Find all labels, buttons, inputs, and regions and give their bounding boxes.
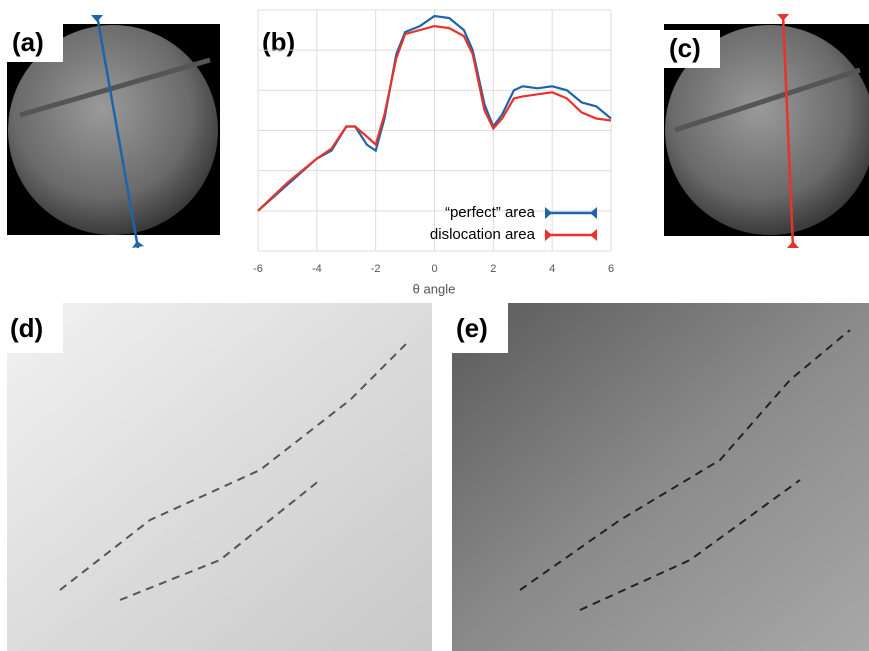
panel-label: (e) [456,313,488,343]
panel-label: (a) [12,27,44,57]
x-tick-label: 6 [608,263,614,275]
micrograph [452,303,869,651]
x-tick-label: -6 [253,263,263,275]
x-tick-label: -4 [312,263,322,275]
profile-chart: -6 -4 -2 0 2 4 6 “perfect” area dislocation area [253,10,614,275]
x-tick-label: 2 [490,263,496,275]
micrograph [7,303,432,651]
x-axis-label: θ angle [413,281,456,296]
figure: (a) (c) (d) (e) (b) -6 -4 -2 0 2 4 6 “perfect” … [0,0,869,651]
x-tick-label: 4 [549,263,555,275]
x-tick-label: 0 [431,263,437,275]
legend-label: “perfect” area [445,204,536,221]
panel-label: (c) [669,33,701,63]
panel-label: (d) [10,313,43,343]
panel-label: (b) [262,27,295,57]
page: (a) (c) (d) (e) (b) -6 -4 -2 0 2 4 6 “perfect” … [0,0,869,651]
legend-label: dislocation area [430,226,536,243]
x-tick-label: -2 [371,263,381,275]
